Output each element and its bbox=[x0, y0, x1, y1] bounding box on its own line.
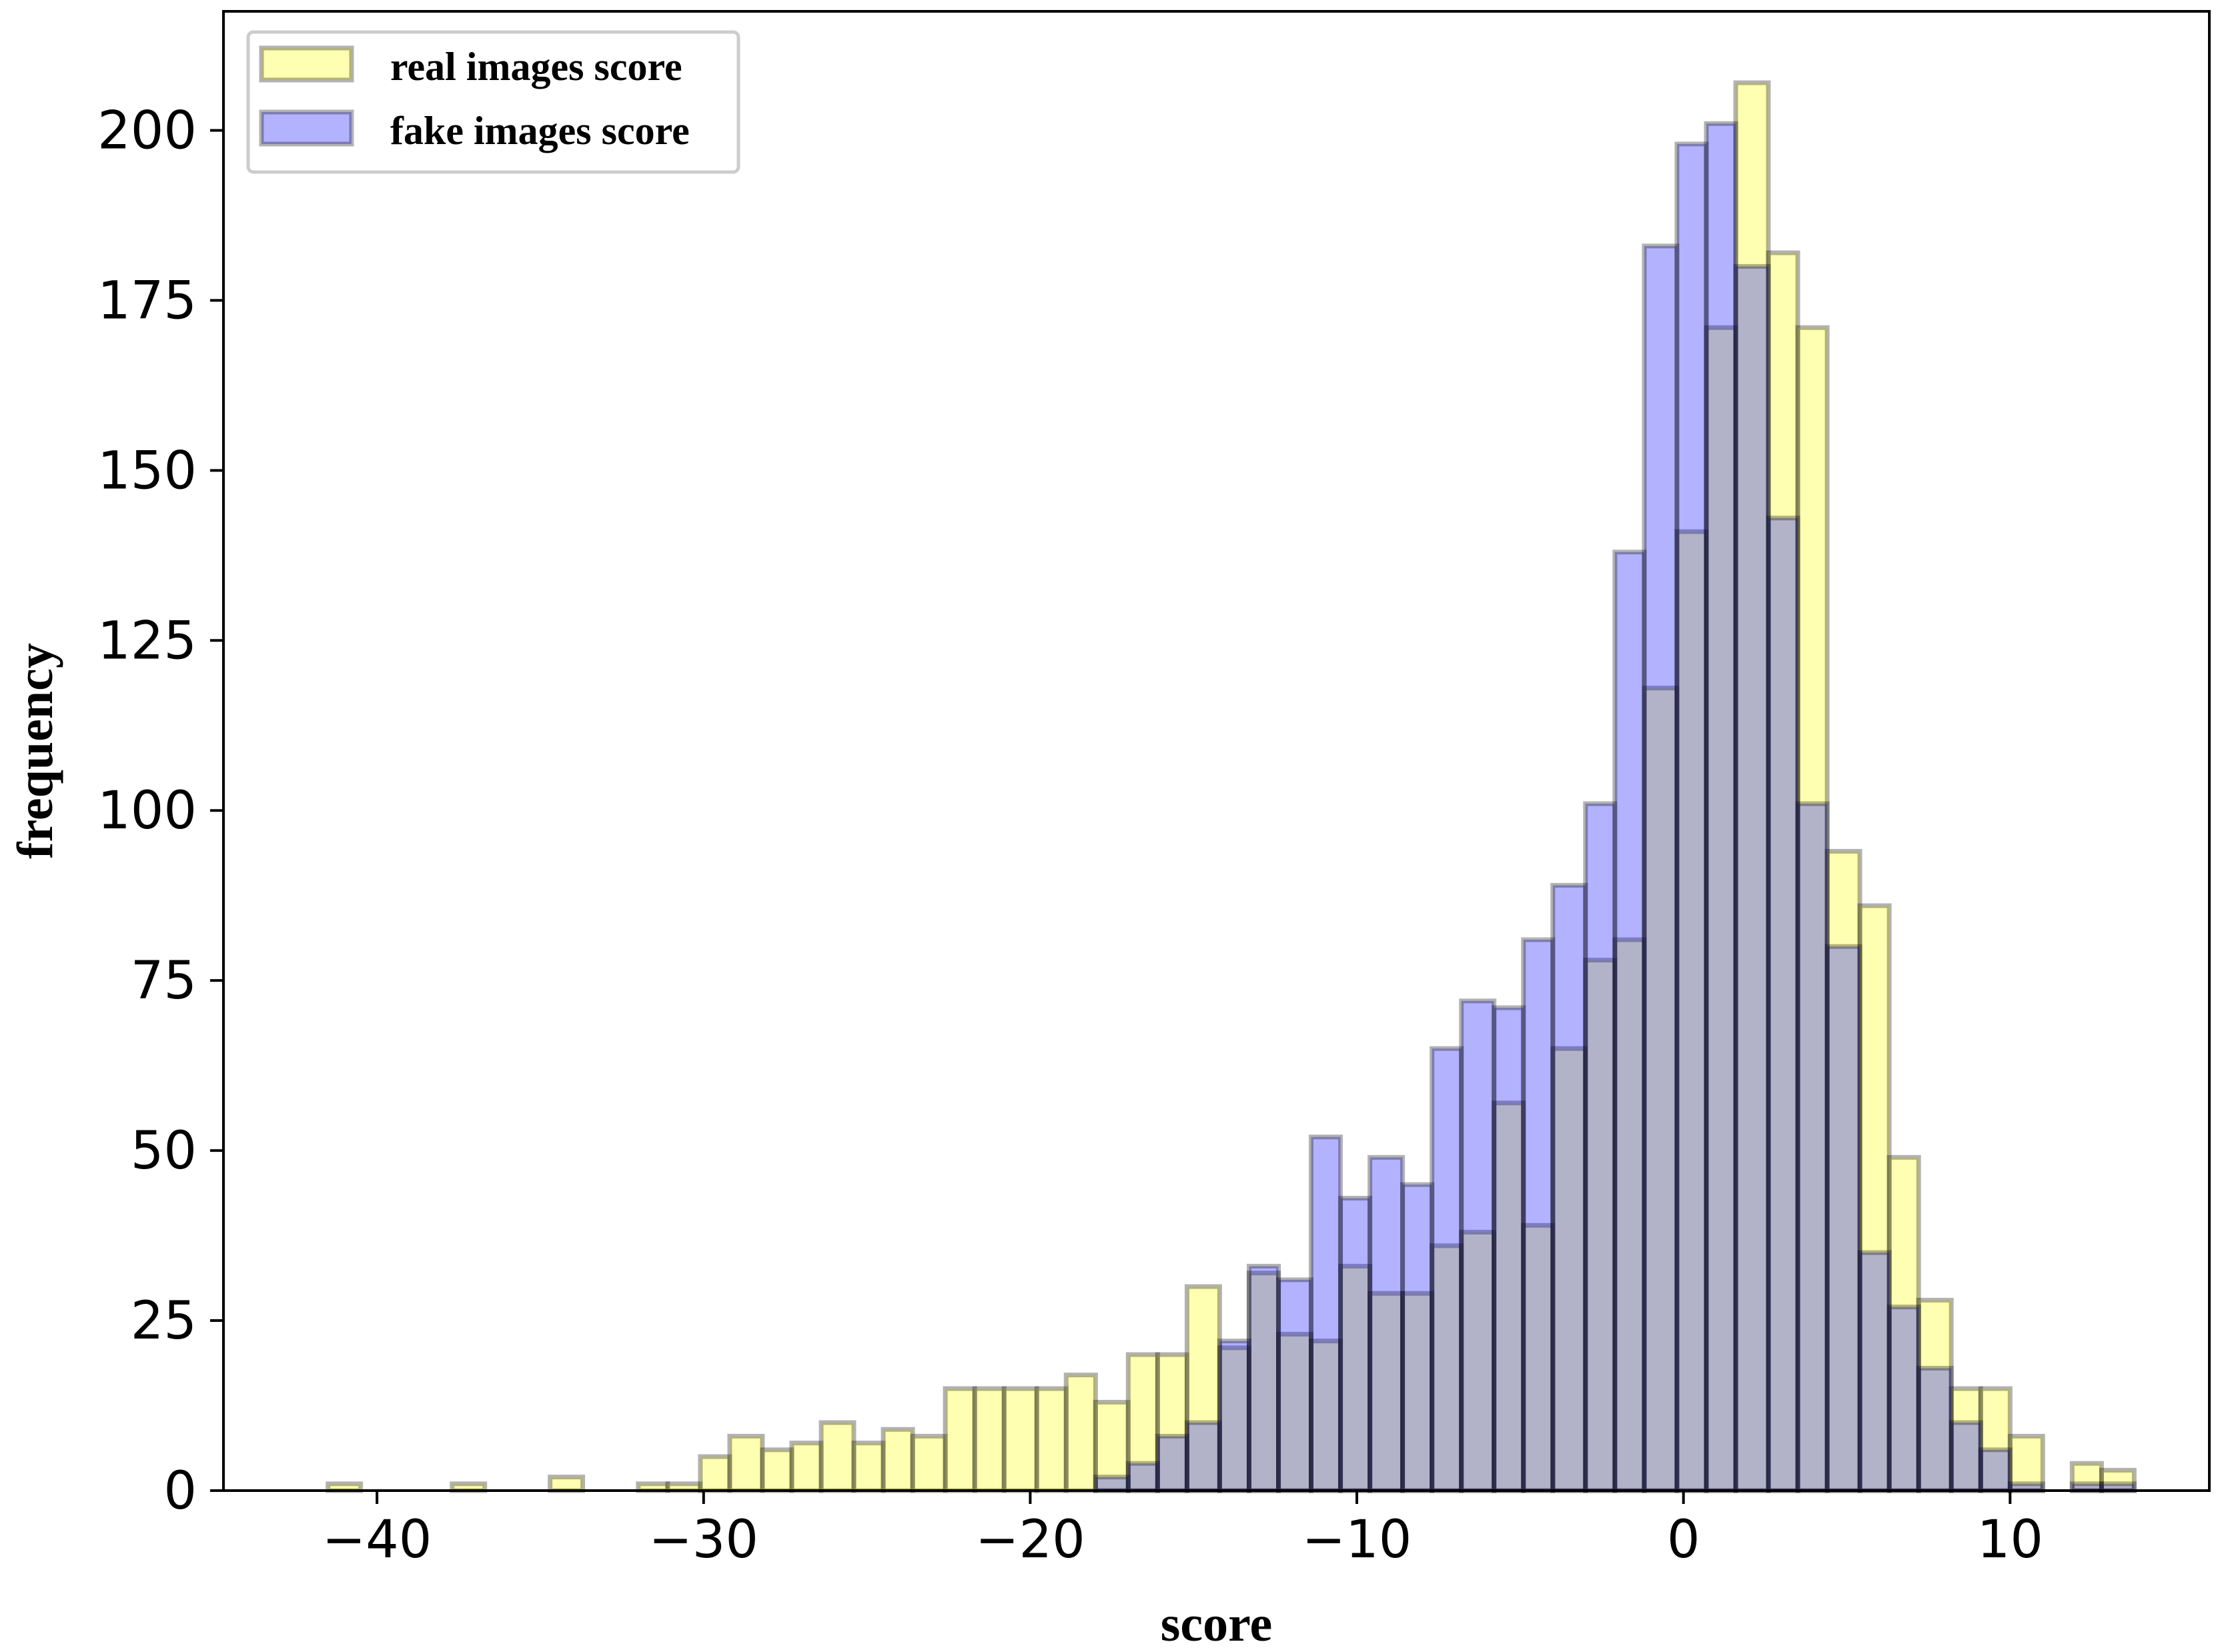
bar-real-39 bbox=[1733, 80, 1771, 1493]
bar-real-50 bbox=[2099, 1467, 2137, 1493]
y-tick-label: 200 bbox=[97, 101, 197, 161]
bar-fake-20 bbox=[1704, 121, 1738, 1493]
bar-fake-21 bbox=[1733, 263, 1771, 1493]
bar-real-44 bbox=[1886, 1154, 1921, 1493]
bar-real-10 bbox=[851, 1441, 886, 1493]
y-tick-label: 175 bbox=[97, 271, 197, 331]
bar-real-8 bbox=[789, 1441, 824, 1493]
y-tick-label: 150 bbox=[97, 441, 197, 501]
y-axis-ticks: 0 25 50 75 100 125 150 175 200 bbox=[97, 101, 223, 1521]
bar-real-15 bbox=[1001, 1386, 1039, 1493]
bar-fake-24 bbox=[1824, 944, 1862, 1493]
bar-fake-23 bbox=[1795, 801, 1830, 1493]
bar-fake-28 bbox=[1949, 1420, 1983, 1493]
bar-real-48 bbox=[2007, 1433, 2045, 1493]
bar-fake-13 bbox=[1492, 1005, 1526, 1493]
bar-real-7 bbox=[760, 1447, 794, 1493]
x-tick-label: 0 bbox=[1667, 1510, 1700, 1570]
legend-swatch-real bbox=[259, 45, 354, 83]
x-tick-label: −10 bbox=[1302, 1510, 1412, 1570]
bar-real-12 bbox=[910, 1433, 948, 1493]
bar-real-5 bbox=[698, 1454, 732, 1493]
y-axis-title: frequency bbox=[7, 643, 63, 859]
bar-real-30 bbox=[1459, 1229, 1497, 1493]
bar-real-9 bbox=[818, 1420, 857, 1493]
y-tick-label: 100 bbox=[97, 781, 197, 841]
y-tick-label: 50 bbox=[131, 1121, 197, 1181]
series-fake-bars bbox=[1093, 121, 2137, 1493]
x-tick-label: −20 bbox=[975, 1510, 1085, 1570]
x-tick-label: −30 bbox=[648, 1510, 758, 1570]
bar-fake-27 bbox=[1916, 1365, 1954, 1493]
bar-fake-22 bbox=[1766, 516, 1800, 1493]
bar-real-41 bbox=[1795, 325, 1830, 1493]
legend: real images score fake images score bbox=[246, 30, 740, 174]
bar-fake-0 bbox=[1093, 1475, 1131, 1493]
bar-fake-29 bbox=[1978, 1447, 2013, 1493]
plot-frame bbox=[222, 10, 2211, 1492]
bar-fake-11 bbox=[1430, 1046, 1464, 1493]
bar-fake-6 bbox=[1276, 1277, 1313, 1493]
bars-layer bbox=[326, 80, 2137, 1493]
bar-fake-17 bbox=[1612, 550, 1647, 1493]
bar-real-36 bbox=[1642, 686, 1680, 1493]
bar-fake-10 bbox=[1400, 1182, 1435, 1493]
legend-label-real: real images score bbox=[390, 45, 682, 89]
bar-fake-7 bbox=[1308, 1134, 1343, 1493]
x-axis-title: score bbox=[1161, 1596, 1272, 1652]
bar-fake-8 bbox=[1338, 1195, 1373, 1493]
bar-real-14 bbox=[972, 1386, 1007, 1493]
bar-fake-19 bbox=[1674, 141, 1709, 1493]
bar-real-43 bbox=[1857, 903, 1892, 1493]
y-tick-label: 25 bbox=[131, 1291, 197, 1351]
bar-real-29 bbox=[1430, 1243, 1464, 1493]
bar-real-11 bbox=[881, 1427, 915, 1493]
bar-fake-4 bbox=[1217, 1339, 1251, 1493]
bar-fake-12 bbox=[1459, 998, 1497, 1493]
x-tick-label: 10 bbox=[1977, 1510, 2043, 1570]
legend-box bbox=[246, 30, 740, 174]
bar-real-27 bbox=[1367, 1291, 1406, 1493]
bar-real-2 bbox=[548, 1475, 586, 1493]
bar-real-6 bbox=[727, 1433, 765, 1493]
series-real-bars bbox=[326, 80, 2137, 1493]
bar-real-35 bbox=[1612, 937, 1647, 1493]
bar-fake-15 bbox=[1550, 882, 1588, 1493]
bar-fake-9 bbox=[1367, 1154, 1406, 1493]
y-tick-label: 0 bbox=[163, 1461, 197, 1521]
bar-real-34 bbox=[1583, 958, 1618, 1493]
y-tick-label: 125 bbox=[97, 611, 197, 671]
bar-fake-1 bbox=[1125, 1461, 1160, 1493]
bar-fake-14 bbox=[1521, 937, 1556, 1493]
bar-real-45 bbox=[1916, 1297, 1954, 1493]
bar-real-32 bbox=[1521, 1222, 1556, 1493]
x-axis-ticks: −40 −30 −20 −10 0 10 bbox=[322, 1491, 2043, 1570]
y-tick-label: 75 bbox=[131, 951, 197, 1011]
bar-real-38 bbox=[1704, 325, 1738, 1493]
legend-label-fake: fake images score bbox=[390, 109, 690, 153]
bar-fake-2 bbox=[1155, 1433, 1189, 1493]
bar-fake-25 bbox=[1857, 1250, 1892, 1493]
bar-fake-16 bbox=[1583, 801, 1618, 1493]
bar-fake-26 bbox=[1886, 1305, 1921, 1493]
bar-fake-18 bbox=[1642, 243, 1680, 1493]
x-tick-label: −40 bbox=[322, 1510, 432, 1570]
bar-fake-3 bbox=[1184, 1420, 1222, 1493]
bar-real-26 bbox=[1338, 1263, 1373, 1493]
legend-swatch-fake bbox=[259, 109, 354, 147]
bar-real-16 bbox=[1034, 1386, 1069, 1493]
bar-real-20 bbox=[1155, 1352, 1189, 1493]
bar-real-33 bbox=[1550, 1046, 1588, 1493]
bar-real-13 bbox=[943, 1386, 977, 1493]
bar-real-17 bbox=[1063, 1373, 1098, 1493]
bar-fake-5 bbox=[1246, 1263, 1281, 1493]
